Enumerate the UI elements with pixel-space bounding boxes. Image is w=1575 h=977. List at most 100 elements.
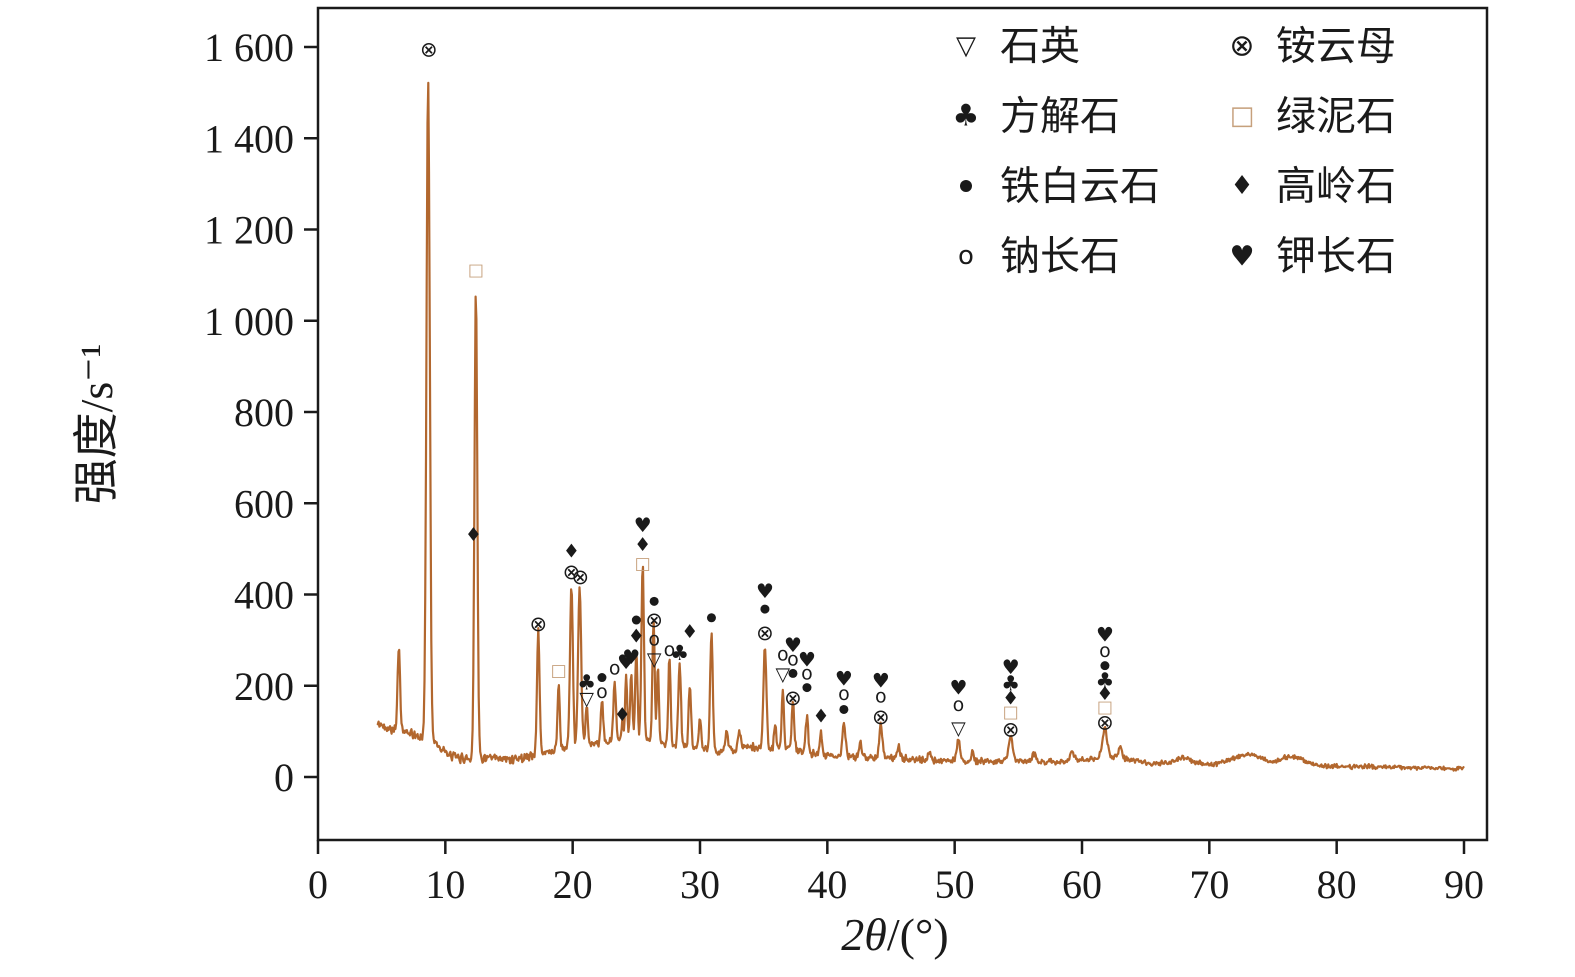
marker-albite-icon: o [648, 629, 660, 651]
marker-ankerite-icon [788, 668, 798, 678]
marker-k-feldspar-icon: ♥ [617, 650, 635, 674]
marker-kaolinite-icon: ♦ [681, 621, 698, 643]
marker-chlorite-icon: □ [1097, 698, 1113, 718]
x-tick-label: 40 [807, 862, 847, 907]
marker-calcite-icon: ♣ [670, 641, 689, 665]
legend-symbol-kaolinite-icon: ♦ [1230, 171, 1253, 201]
marker-ankerite-icon [706, 613, 716, 623]
marker-albite-icon: o [875, 686, 887, 708]
marker-albite-icon: o [664, 639, 676, 661]
legend-symbol-ammonium-mica-icon: ⊗ [1229, 29, 1254, 64]
y-tick-label: 1 000 [204, 299, 294, 344]
marker-ammonium-mica-icon: ⊗ [563, 560, 581, 584]
marker-k-feldspar-icon: ♥ [872, 668, 890, 692]
x-axis-title-unit: /(°) [887, 909, 949, 960]
marker-ankerite-icon [597, 673, 607, 683]
marker-ammonium-mica-icon: ⊗ [529, 612, 547, 636]
marker-ankerite-icon [631, 615, 641, 625]
marker-albite-icon: o [596, 681, 608, 703]
marker-ankerite-icon [839, 704, 849, 714]
marker-ammonium-mica-icon: ⊗ [784, 686, 802, 710]
marker-albite-icon: o [801, 662, 813, 684]
legend-symbol-ankerite-icon [960, 180, 972, 192]
marker-ankerite-icon [649, 596, 659, 606]
x-tick-label: 0 [308, 862, 328, 907]
x-axis-title-variable: 2θ [841, 909, 887, 960]
marker-calcite-icon: ♣ [577, 671, 596, 695]
y-tick-label: 1 400 [204, 116, 294, 161]
marker-ammonium-mica-icon: ⊗ [572, 565, 590, 589]
y-tick-label: 400 [234, 573, 294, 618]
marker-ammonium-mica-icon: ⊗ [756, 621, 774, 645]
marker-k-feldspar-icon: ♥ [1002, 655, 1020, 679]
legend-symbol-chlorite-icon: □ [1230, 101, 1255, 131]
y-tick-label: 600 [234, 481, 294, 526]
marker-kaolinite-icon: ♦ [634, 534, 651, 556]
marker-k-feldspar-icon: ♥ [835, 666, 853, 690]
x-axis-title: 2θ/(°) [841, 909, 948, 960]
marker-quartz-icon: ▽ [775, 663, 790, 685]
marker-ankerite-icon [1100, 661, 1110, 671]
marker-k-feldspar-icon: ♥ [784, 633, 802, 657]
y-axis-ticks: 0 200 400 600 800 1 000 1 200 1 400 1 600 [204, 25, 318, 800]
marker-k-feldspar-icon: ♥ [950, 676, 968, 700]
marker-kaolinite-icon: ♦ [1096, 683, 1113, 705]
marker-quartz-icon: ▽ [951, 718, 966, 740]
plot-frame [316, 6, 1489, 842]
marker-quartz-icon: ▽ [579, 688, 594, 710]
legend-symbol-k-feldspar-icon: ♥ [1229, 240, 1254, 273]
marker-ammonium-mica-icon: ⊗ [872, 705, 890, 729]
marker-kaolinite-icon: ♦ [812, 705, 829, 727]
x-axis-ticks: 0 10 20 30 40 50 60 70 80 90 [308, 840, 1484, 907]
marker-albite-icon: o [787, 649, 799, 671]
marker-k-feldspar-icon: ♥ [622, 645, 640, 669]
x-tick-label: 60 [1062, 862, 1102, 907]
y-tick-label: 0 [274, 755, 294, 800]
marker-albite-icon: o [953, 694, 965, 716]
marker-chlorite-icon: □ [468, 261, 484, 281]
y-tick-label: 1 200 [204, 208, 294, 253]
marker-k-feldspar-icon: ♥ [756, 579, 774, 603]
marker-albite-icon: o [777, 644, 789, 666]
marker-ankerite-icon [760, 604, 770, 614]
x-tick-label: 20 [553, 862, 593, 907]
phase-markers: ⊗♦□⊗□♦⊗⊗♣▽ oo♦♥♥♦♥♦□⊗o▽ o♣♦♥⊗o▽♥o⊗♥o♦♥o♥o⊗… [420, 37, 1114, 741]
legend-label-chlorite: 绿泥石 [1276, 94, 1396, 139]
y-tick-label: 1 600 [204, 25, 294, 70]
legend-symbol-albite-icon: o [958, 241, 974, 271]
marker-albite-icon: o [1099, 640, 1111, 662]
marker-k-feldspar-icon: ♥ [798, 648, 816, 672]
marker-albite-icon: o [609, 657, 621, 679]
y-tick-label: 200 [234, 664, 294, 709]
marker-quartz-icon: ▽ [647, 648, 662, 670]
marker-ammonium-mica-icon: ⊗ [645, 608, 663, 632]
legend-label-ankerite: 铁白云石 [1000, 164, 1160, 209]
marker-chlorite-icon: □ [1003, 703, 1019, 723]
marker-kaolinite-icon: ♦ [614, 704, 631, 726]
marker-k-feldspar-icon: ♥ [634, 513, 652, 537]
legend-label-quartz: 石英 [1000, 24, 1080, 69]
marker-chlorite-icon: □ [635, 554, 651, 574]
marker-calcite-icon: ♣ [1001, 671, 1020, 695]
legend-label-k-feldspar: 钾长石 [1276, 234, 1396, 279]
x-tick-label: 90 [1444, 862, 1484, 907]
legend-label-calcite: 方解石 [1000, 94, 1120, 139]
legend-symbol-quartz-icon: ▽ [956, 31, 976, 61]
marker-kaolinite-icon: ♦ [1002, 688, 1019, 710]
x-tick-label: 10 [425, 862, 465, 907]
marker-ammonium-mica-icon: ⊗ [1096, 710, 1114, 734]
marker-ankerite-icon [802, 683, 812, 693]
x-tick-label: 50 [935, 862, 975, 907]
y-axis-title: 强度/s⁻¹ [71, 344, 122, 505]
x-tick-label: 70 [1189, 862, 1229, 907]
x-tick-label: 30 [680, 862, 720, 907]
marker-kaolinite-icon: ♦ [563, 541, 580, 563]
y-tick-label: 800 [234, 390, 294, 435]
xrd-trace [376, 81, 1465, 772]
legend-label-albite: 钠长石 [1000, 234, 1120, 279]
legend-label-kaolinite: 高岭石 [1276, 164, 1396, 209]
